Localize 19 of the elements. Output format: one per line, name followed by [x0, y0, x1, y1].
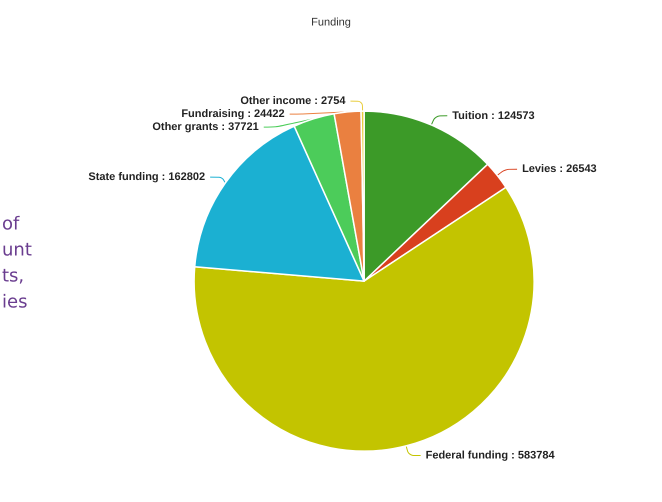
slice-label: Federal funding: [426, 450, 508, 462]
text: ts,: [2, 266, 24, 286]
slice-label: Levies: [522, 163, 556, 176]
text: unt: [2, 240, 32, 260]
data-label: : 162802: [162, 171, 206, 184]
data-label: : 37721: [221, 121, 259, 134]
slice-label: Other income: [240, 95, 312, 108]
text: of: [2, 214, 20, 234]
slice-label: State funding: [88, 171, 159, 184]
data-label: : 26543: [559, 163, 597, 176]
text: ies: [2, 292, 28, 312]
slice-label: Other grants: [152, 121, 218, 134]
data-label: : 583784: [511, 450, 556, 462]
data-label: : 124573: [491, 110, 535, 122]
slice-label: Fundraising: [181, 108, 244, 120]
slice-label: Tuition: [452, 110, 488, 122]
data-label: : 2754: [314, 95, 346, 108]
chart-title: Funding: [311, 16, 351, 28]
data-label: : 24422: [247, 108, 285, 120]
